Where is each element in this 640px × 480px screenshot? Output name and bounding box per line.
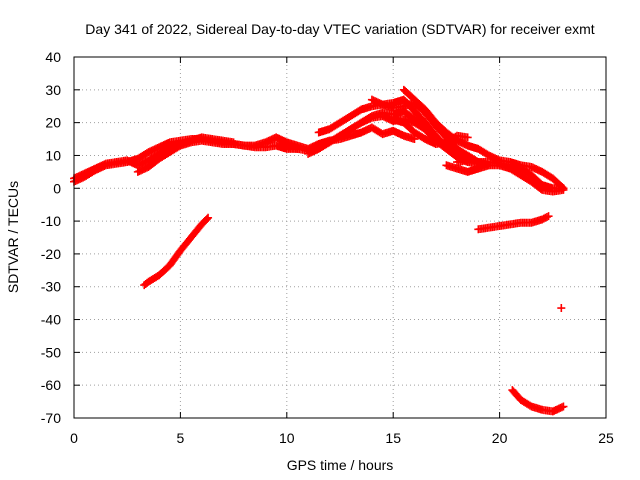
series-arc-12 [442, 161, 568, 196]
x-tick-label: 20 [492, 430, 508, 446]
data-point [141, 279, 150, 288]
y-tick-label: 20 [45, 115, 61, 131]
y-tick-label: 10 [45, 147, 61, 163]
y-tick-label: -10 [41, 213, 61, 229]
y-tick-label: 0 [53, 180, 61, 196]
x-tick-label: 10 [279, 430, 295, 446]
data-point [542, 212, 551, 221]
data-point [140, 281, 149, 290]
x-axis-label: GPS time / hours [287, 457, 394, 473]
data-points [70, 85, 568, 416]
grid-lines [74, 57, 606, 418]
data-point [463, 133, 472, 142]
y-axis-label: SDTVAR / TECUs [5, 181, 21, 293]
series-arc-15 [508, 386, 568, 416]
y-tick-label: 40 [45, 49, 61, 65]
x-tick-labels: 0 5 10 15 20 25 [70, 430, 614, 446]
chart-title: Day 341 of 2022, Sidereal Day-to-day VTE… [85, 21, 594, 37]
x-tick-label: 0 [70, 430, 78, 446]
y-tick-label: -50 [41, 344, 61, 360]
x-tick-label: 25 [598, 430, 614, 446]
axis-ticks [73, 56, 607, 419]
y-tick-label: -40 [41, 312, 61, 328]
series-arc-9 [399, 85, 568, 193]
data-point [559, 402, 568, 411]
x-tick-label: 5 [177, 430, 185, 446]
y-tick-label: -70 [41, 410, 61, 426]
series-arc-10 [389, 115, 472, 148]
data-point [557, 304, 566, 313]
series-arc-13 [140, 213, 213, 290]
y-tick-label: 30 [45, 82, 61, 98]
x-tick-label: 15 [385, 430, 401, 446]
y-tick-label: -60 [41, 377, 61, 393]
plot-frame [73, 56, 607, 419]
series-arc-3 [133, 136, 302, 176]
y-tick-label: -30 [41, 279, 61, 295]
series-arc-16 [557, 304, 566, 313]
data-point [544, 212, 553, 221]
y-tick-label: -20 [41, 246, 61, 262]
data-point [559, 185, 568, 194]
series-arc-14 [474, 212, 553, 234]
y-tick-labels: -70 -60 -50 -40 -30 -20 -10 0 10 20 30 40 [41, 49, 61, 426]
